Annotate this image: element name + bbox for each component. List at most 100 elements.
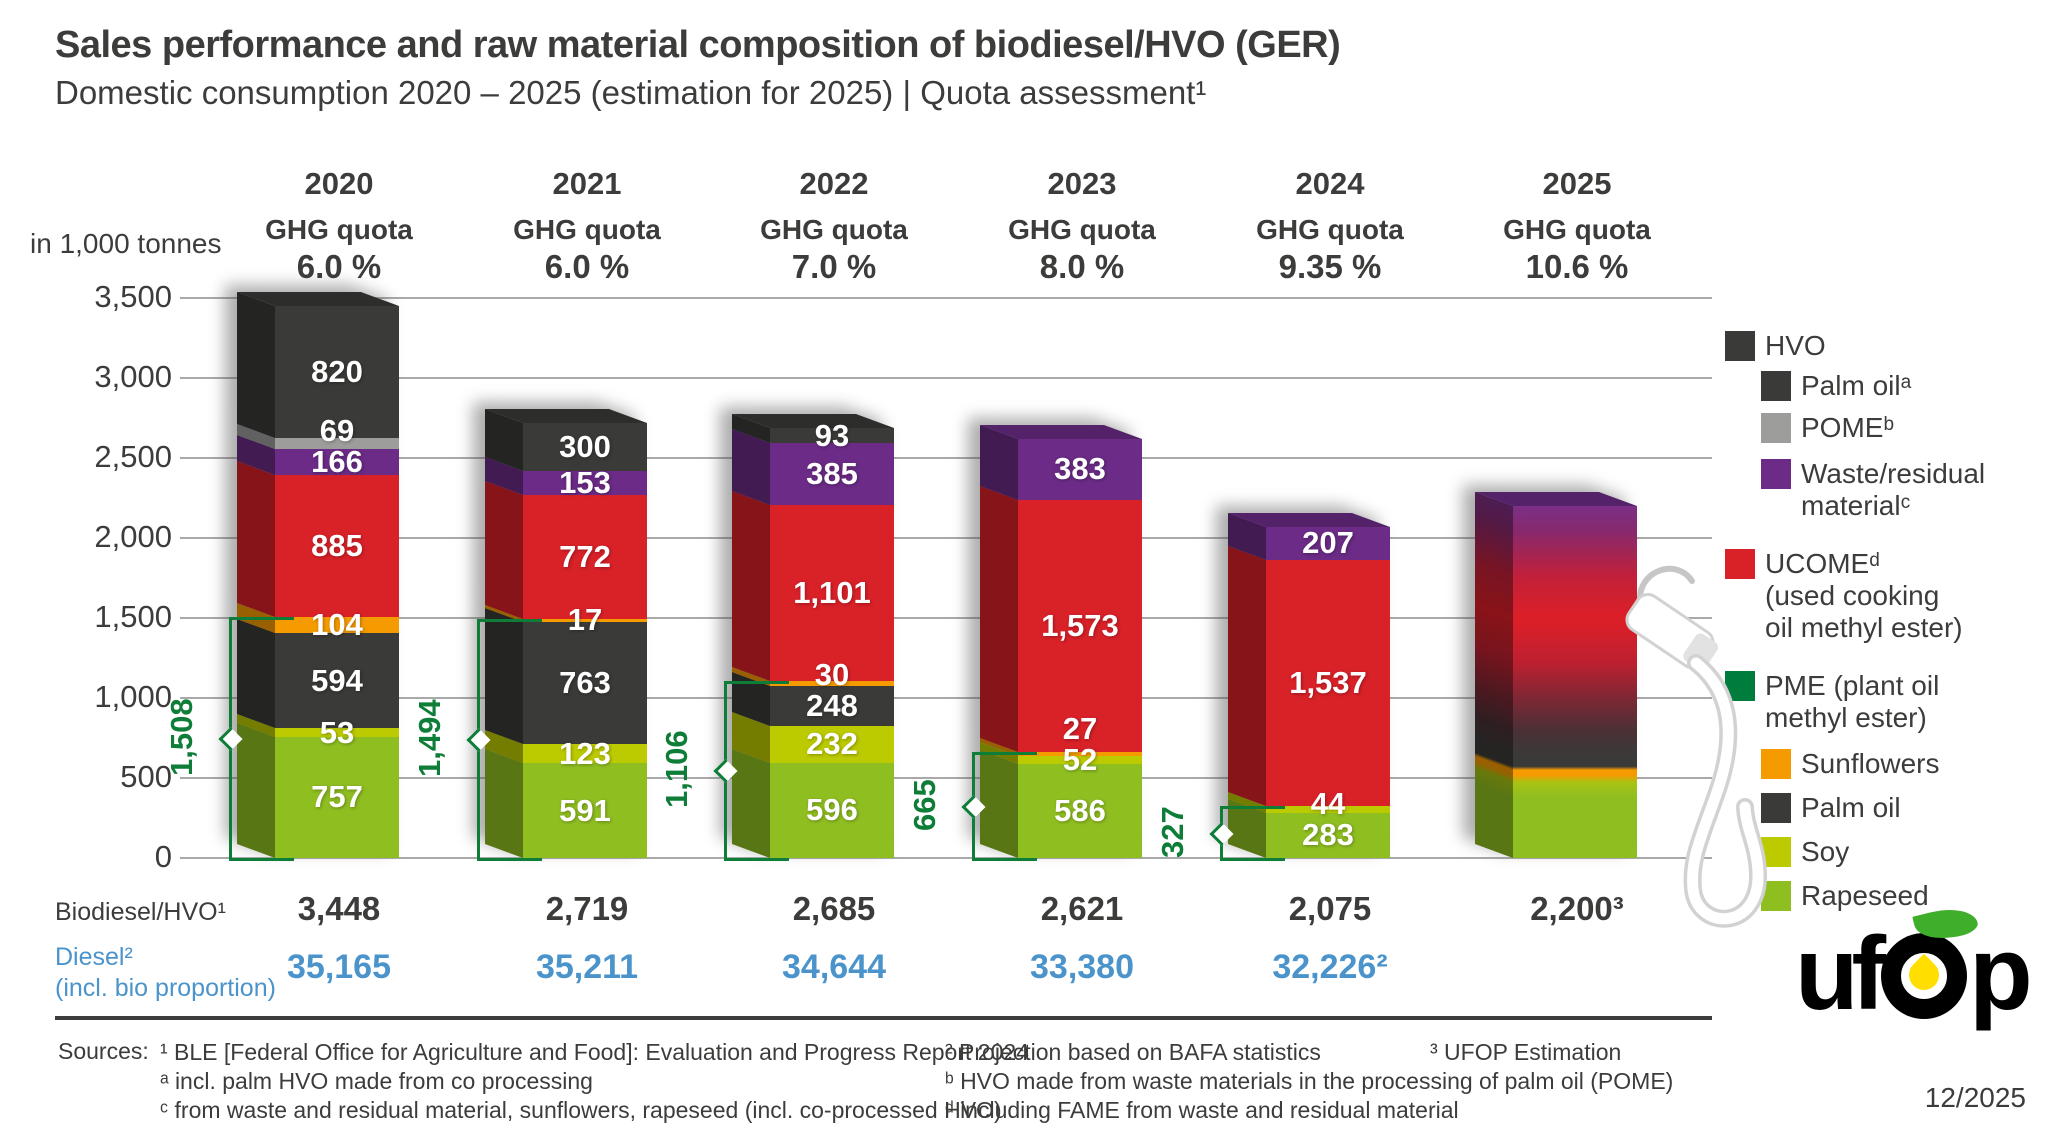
diesel-value-2022: 34,644 [782, 948, 886, 986]
table-row-label-biodiesel: Biodiesel/HVO¹ [55, 898, 226, 926]
ghg-quota-label: GHG quota [1008, 214, 1156, 245]
ghg-quota-label: GHG quota [513, 214, 661, 245]
ghg-quota-value: 7.0 % [791, 248, 877, 285]
biodiesel-total-2023: 2,621 [1040, 890, 1124, 927]
bar-front-face-estimation [1513, 506, 1637, 858]
logo-text-left: uf [1795, 916, 1886, 1032]
bar-top-face [732, 414, 894, 428]
gridline-3500 [180, 297, 1712, 299]
segment-palm-oil-pme [523, 621, 647, 744]
segment-label-rapeseed: 596 [806, 792, 858, 828]
segment-ucome [523, 495, 647, 619]
table-row-label-diesel: Diesel² (incl. bio proportion) [55, 942, 276, 1004]
divider-line [55, 1016, 1712, 1020]
segment-label-pome: 69 [319, 412, 355, 448]
segment-soy [1018, 755, 1142, 765]
ghg-quota-value: 8.0 % [1039, 248, 1125, 285]
legend-item-sunflowers: Sunflowers [1725, 748, 2037, 780]
bar-2021: 591 123 763 17 772 153 300 [485, 408, 647, 858]
legend-swatch-palm-oil-pme [1761, 793, 1791, 823]
segment-label-soy: 44 [1310, 786, 1346, 822]
y-axis-tick-label: 1,500 [94, 599, 172, 634]
segment-soy [523, 743, 647, 764]
gridline-0 [180, 857, 1712, 859]
column-header-2025: 2025 GHG quota 10.6 % [1465, 166, 1689, 286]
segment-side-ucome [1228, 545, 1266, 806]
column-header-2024: 2024 GHG quota 9.35 % [1218, 166, 1442, 286]
year-label: 2021 [552, 166, 622, 201]
logo-text-right: p [1969, 916, 2032, 1032]
sources-label: Sources: [58, 1038, 149, 1064]
segment-label-ucome: 772 [559, 539, 611, 575]
legend-label-soy: Soy [1801, 836, 1850, 867]
segment-label-hvo: 93 [814, 417, 850, 453]
bar-2022: 596 232 248 30 1,101 385 93 [732, 414, 894, 858]
legend-swatch-sunflowers [1761, 749, 1791, 779]
segment-label-palm-oil-pme: 248 [806, 687, 858, 723]
segment-rapeseed [523, 763, 647, 858]
segment-palm-oil-pme [770, 685, 894, 726]
segment-label-ucome: 1,101 [793, 574, 871, 610]
segment-side-hvo [237, 292, 275, 438]
year-label: 2020 [304, 166, 374, 201]
legend-item-palm-oil-hvo: Palm oilᵃ [1725, 370, 2037, 402]
segment-side-ucome [732, 490, 770, 682]
ghg-quota-value: 6.0 % [544, 248, 630, 285]
legend-item-ucome: UCOMEᵈ (used cooking oil methyl ester) [1725, 548, 2037, 644]
bar-top-face [485, 409, 647, 423]
diesel-value-2023: 33,380 [1030, 948, 1134, 986]
y-axis-tick-label: 3,000 [94, 359, 172, 394]
biodiesel-total-2025: 2,200³ [1530, 890, 1624, 927]
segment-palm-oil-pme [275, 633, 399, 729]
segment-soy [275, 728, 399, 737]
segment-rapeseed [1266, 812, 1390, 858]
diesel-value-2020: 35,165 [287, 948, 391, 986]
segment-sunflowers [275, 616, 399, 634]
fuel-nozzle-icon [1598, 523, 1810, 955]
pme-bracket-value-2020: 1,508 [164, 698, 199, 777]
year-label: 2025 [1542, 166, 1612, 201]
legend-swatch-hvo [1725, 331, 1755, 361]
legend-item-palm-oil-pme: Palm oil [1725, 792, 2037, 824]
biodiesel-total-2022: 2,685 [792, 890, 876, 927]
gridline-1500 [180, 617, 1712, 619]
segment-sunflowers [523, 618, 647, 622]
legend-label-pome: POMEᵇ [1801, 412, 1895, 443]
legend-label-waste-residual: Waste/residual materialᶜ [1801, 458, 1986, 521]
chart-legend: HVO Palm oilᵃ POMEᵇ Waste/residual material… [1725, 330, 2037, 912]
segment-label-hvo: 820 [311, 353, 363, 389]
ufop-logo: uf p [1795, 901, 2045, 1043]
bar-front-face [275, 306, 399, 858]
segment-label-palm-oil-pme: 594 [311, 662, 363, 698]
pme-bracket-2021 [477, 619, 542, 861]
segment-side-ucome [237, 461, 275, 617]
legend-label-rapeseed: Rapeseed [1801, 880, 1929, 911]
legend-swatch-pome [1761, 413, 1791, 443]
pme-bracket-value-2022: 1,106 [659, 730, 694, 809]
axis-unit-note: in 1,000 tonnes [30, 228, 222, 259]
segment-waste-residual [1018, 438, 1142, 500]
date-stamp: 12/2025 [1924, 1082, 2026, 1113]
segment-rapeseed [275, 736, 399, 858]
bar-top-face [980, 425, 1142, 439]
segment-label-palm-oil-pme: 763 [559, 664, 611, 700]
ghg-quota-label: GHG quota [265, 214, 413, 245]
diesel-value-2024: 32,226² [1272, 948, 1388, 986]
year-label: 2023 [1047, 166, 1117, 201]
pme-bracket-2020 [229, 617, 294, 861]
segment-label-sunflowers: 104 [311, 607, 363, 643]
segment-waste-residual [1266, 526, 1390, 560]
segment-pome [275, 437, 399, 449]
y-axis-tick-label: 0 [154, 839, 172, 874]
segment-label-rapeseed: 757 [311, 779, 363, 815]
y-axis-tick-label: 1,000 [94, 679, 172, 714]
gridline-2500 [180, 457, 1712, 459]
ghg-quota-label: GHG quota [1503, 214, 1651, 245]
pme-bracket-2024 [1220, 806, 1285, 861]
column-header-2021: 2021 GHG quota 6.0 % [475, 166, 699, 286]
ghg-quota-value: 10.6 % [1525, 248, 1629, 285]
segment-label-soy: 53 [319, 714, 355, 750]
pme-bracket-value-2021: 1,494 [412, 699, 447, 778]
segment-label-waste-residual: 153 [559, 465, 611, 501]
